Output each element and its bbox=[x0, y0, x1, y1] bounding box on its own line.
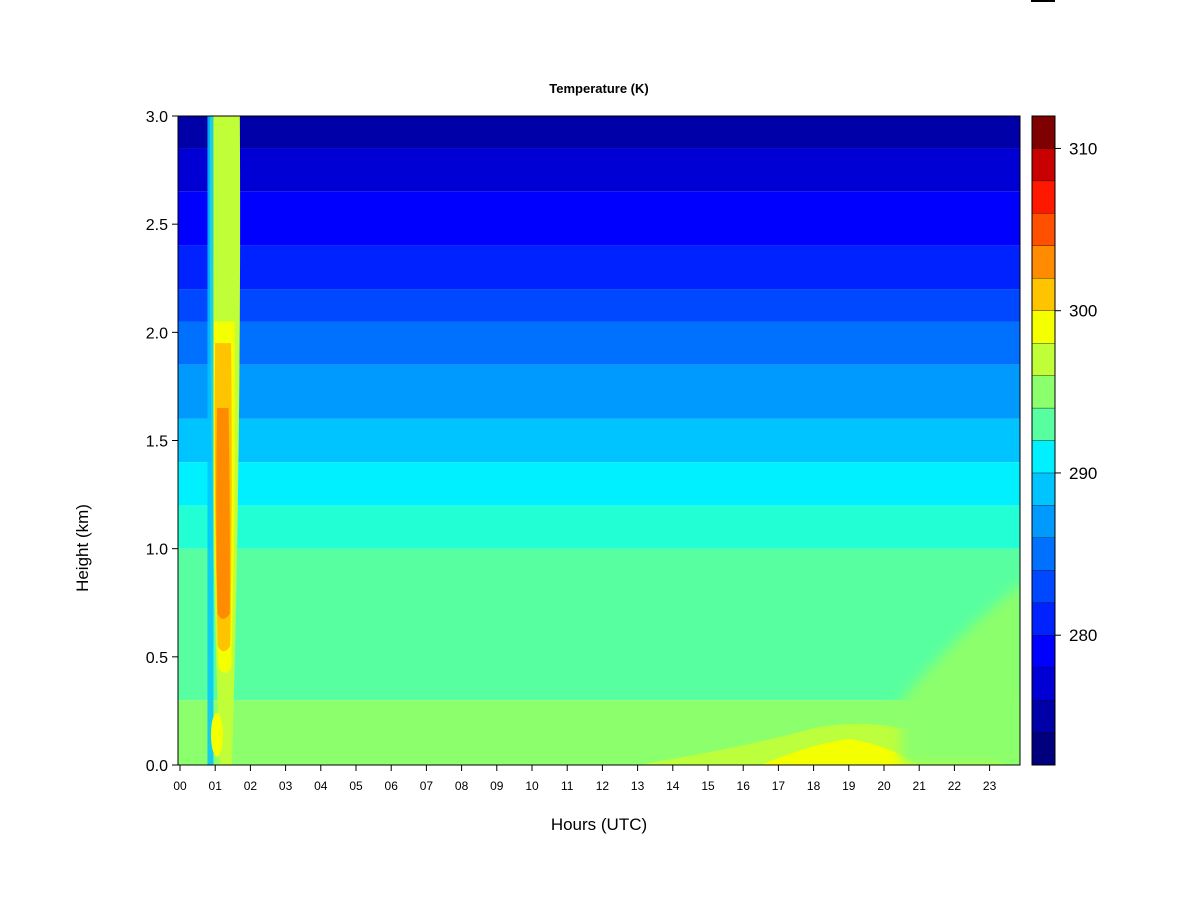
colorbar-tick-label: 290 bbox=[1069, 464, 1097, 483]
surface-warm-blob bbox=[210, 712, 223, 757]
x-tick-label: 23 bbox=[983, 779, 997, 793]
colorbar-swatch bbox=[1031, 602, 1056, 636]
corner-mark bbox=[1031, 0, 1055, 2]
heatmap-band bbox=[178, 321, 1020, 365]
colorbar-swatch bbox=[1031, 505, 1056, 538]
x-tick-label: 07 bbox=[420, 779, 434, 793]
y-tick-label: 0.5 bbox=[146, 650, 168, 667]
y-tick-label: 1.0 bbox=[146, 542, 168, 559]
colorbar-swatch bbox=[1031, 375, 1056, 409]
y-tick-label: 2.5 bbox=[146, 217, 168, 234]
y-tick-label: 2.0 bbox=[146, 325, 168, 342]
colorbar-swatch bbox=[1031, 732, 1056, 766]
x-tick-label: 18 bbox=[807, 779, 821, 793]
colorbar-swatch bbox=[1031, 245, 1056, 279]
x-tick-label: 11 bbox=[561, 779, 574, 793]
heatmap-layers bbox=[178, 116, 1020, 765]
plume-level bbox=[216, 408, 230, 619]
x-axis-label: Hours (UTC) bbox=[551, 815, 647, 834]
colorbar-swatch bbox=[1031, 537, 1056, 571]
colorbar-tick-label: 310 bbox=[1069, 139, 1097, 158]
heatmap-band bbox=[178, 505, 1020, 549]
colorbar-frame bbox=[1031, 115, 1056, 766]
colorbar-swatch bbox=[1031, 635, 1056, 668]
y-axis: 0.0 0.5 1.0 1.5 2.0 2.5 3.0 bbox=[146, 109, 179, 775]
x-tick-label: 16 bbox=[737, 779, 751, 793]
colorbar-swatch bbox=[1031, 310, 1056, 344]
heatmap-band bbox=[178, 548, 1020, 701]
colorbar-swatch bbox=[1031, 213, 1056, 246]
colorbar-tick-label: 300 bbox=[1069, 302, 1097, 321]
x-tick-label: 08 bbox=[455, 779, 469, 793]
colorbar-swatch bbox=[1031, 342, 1056, 376]
x-tick-label: 01 bbox=[209, 779, 223, 793]
heatmap-band bbox=[178, 245, 1020, 290]
afternoon-warm-core bbox=[760, 739, 920, 765]
x-tick-label: 05 bbox=[349, 779, 363, 793]
x-axis: 00 01 02 03 04 05 06 07 08 09 10 11 12 13 14 15 16 17 18 19… bbox=[173, 764, 1020, 793]
x-tick-label: 14 bbox=[666, 779, 680, 793]
x-tick-label: 02 bbox=[244, 779, 258, 793]
colorbar-swatch bbox=[1031, 278, 1056, 311]
colorbar-swatch bbox=[1031, 472, 1056, 506]
y-tick-label: 3.0 bbox=[146, 109, 168, 126]
x-tick-label: 03 bbox=[279, 779, 293, 793]
x-tick-label: 10 bbox=[525, 779, 539, 793]
heatmap-band bbox=[178, 418, 1020, 463]
heatmap-band bbox=[178, 364, 1020, 419]
x-tick-label: 00 bbox=[173, 779, 187, 793]
heatmap-band bbox=[178, 289, 1020, 322]
evening-warm-layer bbox=[901, 584, 1020, 765]
x-tick-label: 12 bbox=[596, 779, 610, 793]
heatmap-band bbox=[178, 148, 1020, 192]
heatmap-band bbox=[178, 116, 1020, 149]
cold-column bbox=[207, 116, 214, 765]
colorbar-swatch bbox=[1031, 115, 1056, 149]
colorbar: 280 290 300 310 bbox=[1031, 115, 1097, 766]
x-tick-label: 22 bbox=[948, 779, 962, 793]
plot-frame bbox=[177, 115, 1021, 766]
colorbar-tick-label: 280 bbox=[1069, 626, 1097, 645]
heatmap-band bbox=[178, 191, 1020, 246]
heatmap-band bbox=[178, 462, 1020, 506]
colorbar-swatch bbox=[1031, 570, 1056, 603]
x-tick-label: 19 bbox=[842, 779, 856, 793]
colorbar-swatch bbox=[1031, 407, 1056, 441]
x-tick-label: 15 bbox=[701, 779, 715, 793]
x-tick-label: 06 bbox=[385, 779, 399, 793]
colorbar-swatch bbox=[1031, 440, 1056, 474]
colorbar-swatch bbox=[1031, 699, 1056, 733]
x-tick-label: 17 bbox=[772, 779, 786, 793]
y-axis-label: Height (km) bbox=[73, 504, 92, 592]
colorbar-swatch bbox=[1031, 180, 1056, 214]
heatmap-field bbox=[178, 116, 1020, 765]
y-tick-label: 1.5 bbox=[146, 434, 168, 451]
x-tick-label: 04 bbox=[314, 779, 328, 793]
y-tick-label: 0.0 bbox=[146, 758, 168, 775]
x-tick-label: 09 bbox=[490, 779, 504, 793]
chart-title: Temperature (K) bbox=[549, 81, 648, 96]
x-tick-label: 21 bbox=[913, 779, 927, 793]
x-tick-label: 20 bbox=[877, 779, 891, 793]
colorbar-swatch bbox=[1031, 148, 1056, 182]
x-tick-label: 13 bbox=[631, 779, 645, 793]
colorbar-swatch bbox=[1031, 667, 1056, 701]
